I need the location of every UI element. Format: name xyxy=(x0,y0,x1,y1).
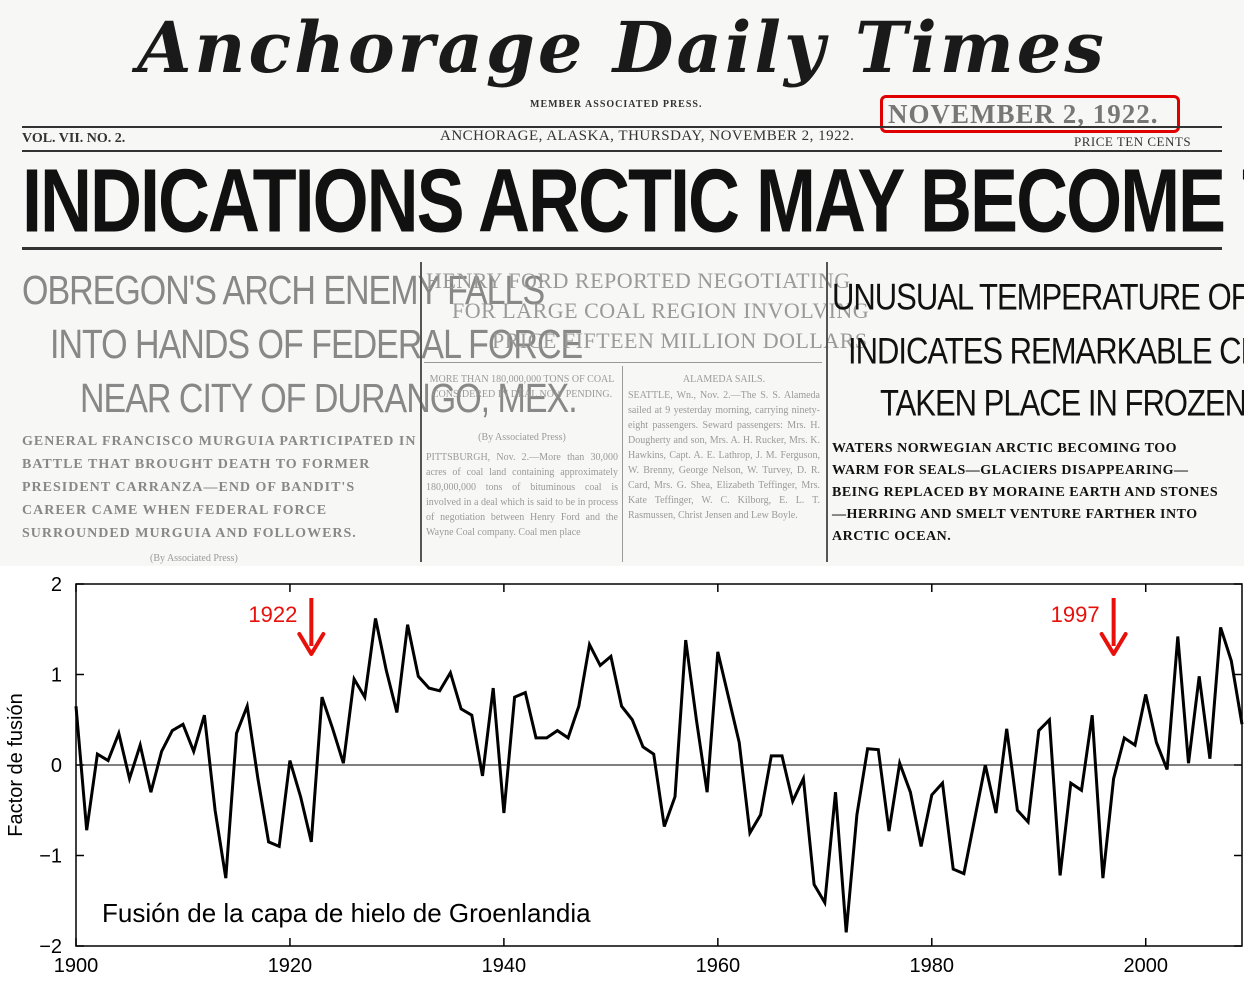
y-tick-label: −2 xyxy=(39,936,62,958)
column-rule-1 xyxy=(420,262,422,562)
middle-right-body: SEATTLE, Wn., Nov. 2.—The S. S. Alameda … xyxy=(628,390,820,521)
x-tick-label: 1980 xyxy=(910,955,955,977)
price-line: PRICE TEN CENTS xyxy=(1074,134,1192,149)
headline-bottom-rule xyxy=(22,247,1222,250)
melt-chart: 1900 1920 1940 1960 1980 2000 −2 −1 0 1 2 1922 1997… xyxy=(0,566,1244,994)
left-deck-line-2: INTO HANDS OF FEDERAL FORCE xyxy=(50,322,583,368)
annotation-arrow-head-1997 xyxy=(1099,632,1128,656)
y-tick-label: 1 xyxy=(51,665,62,687)
middle-left-subhead: MORE THAN 180,000,000 TONS OF COAL CONSI… xyxy=(429,374,615,400)
left-deck-line-3: NEAR CITY OF DURANGO, MEX. xyxy=(80,376,578,422)
middle-left-body: PITTSBURGH, Nov. 2.—More than 30,000 acr… xyxy=(426,452,618,538)
chart-svg: 1900 1920 1940 1960 1980 2000 −2 −1 0 1 2 1922 1997… xyxy=(5,574,1244,977)
annotation-label-1997: 1997 xyxy=(1051,602,1100,627)
y-tick-label: −1 xyxy=(39,846,62,868)
right-deck-line-1: UNUSUAL TEMPERATURE OF ARCTIC xyxy=(832,276,1244,318)
annotation-arrow-head-1922 xyxy=(297,632,326,656)
y-axis-label: Factor de fusión xyxy=(5,693,27,836)
x-tick-label: 1900 xyxy=(54,955,99,977)
left-deck-line-1: OBREGON'S ARCH ENEMY FALLS xyxy=(22,268,545,314)
middle-rule xyxy=(424,362,822,363)
middle-left-credit: (By Associated Press) xyxy=(478,432,566,443)
column-rule-2 xyxy=(826,262,828,562)
column-rule-mid xyxy=(622,366,623,562)
middle-deck-line-3: PRICE FIFTEEN MILLION DOLLARS xyxy=(492,328,868,353)
x-tick-label: 1920 xyxy=(268,955,313,977)
newspaper-clipping: Anchorage Daily Times MEMBER ASSOCIATED … xyxy=(22,6,1244,564)
annotation-label-1922: 1922 xyxy=(248,602,297,627)
middle-deck-line-1: HENRY FORD REPORTED NEGOTIATING xyxy=(426,268,851,293)
middle-deck-line-2: FOR LARGE COAL REGION INVOLVING xyxy=(452,298,870,323)
right-deck-line-2: INDICATES REMARKABLE CHANGE xyxy=(848,330,1244,372)
left-credit: (By Associated Press) xyxy=(150,553,238,564)
place-date-line: ANCHORAGE, ALASKA, THURSDAY, NOVEMBER 2,… xyxy=(440,128,855,144)
top-rule xyxy=(22,126,1222,128)
headline-top-rule xyxy=(22,150,1222,152)
member-line: MEMBER ASSOCIATED PRESS. xyxy=(530,99,703,110)
masthead: Anchorage Daily Times xyxy=(137,6,1107,89)
x-tick-label: 1960 xyxy=(696,955,741,977)
right-subhead: WATERS NORWEGIAN ARCTIC BECOMING TOO WAR… xyxy=(832,441,1219,544)
right-deck-line-3: TAKEN PLACE IN FROZEN ZONE xyxy=(880,382,1244,424)
middle-right-subhead: ALAMEDA SAILS. xyxy=(682,374,766,385)
left-subhead: GENERAL FRANCISCO MURGUIA PARTICIPATED I… xyxy=(22,434,417,541)
main-headline: INDICATIONS ARCTIC MAY BECOME TEMPERATE … xyxy=(22,151,1244,252)
date-highlight: NOVEMBER 2, 1922. xyxy=(888,99,1159,129)
x-tick-label: 1940 xyxy=(482,955,527,977)
date-highlight-box xyxy=(880,95,1180,133)
y-tick-label: 0 xyxy=(51,755,62,777)
volume-number: VOL. VII. NO. 2. xyxy=(22,131,126,146)
y-tick-label: 2 xyxy=(51,574,62,596)
chart-title: Fusión de la capa de hielo de Groenlandi… xyxy=(102,898,591,928)
melt-series-line xyxy=(74,618,1244,933)
x-tick-label: 2000 xyxy=(1123,955,1168,977)
